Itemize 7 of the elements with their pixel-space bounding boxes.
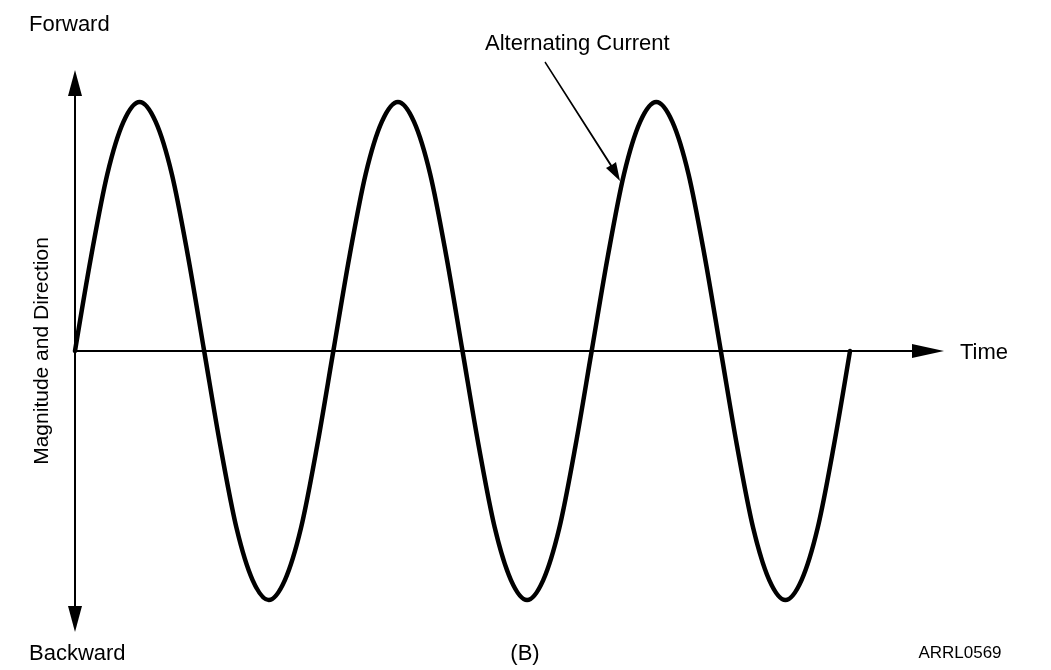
text: Alternating Current — [485, 30, 670, 55]
text: Backward — [29, 640, 126, 665]
x-axis-title: Time — [960, 339, 1009, 364]
text: Forward — [29, 11, 110, 36]
text: ARRL0569 — [918, 643, 1002, 662]
y-axis-title: Magnitude and Direction — [29, 237, 52, 465]
text: (B) — [510, 640, 540, 665]
